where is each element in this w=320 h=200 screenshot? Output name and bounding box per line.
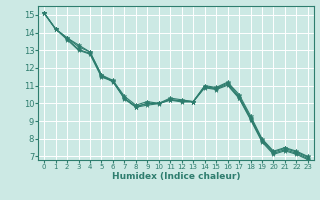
X-axis label: Humidex (Indice chaleur): Humidex (Indice chaleur)	[112, 172, 240, 181]
